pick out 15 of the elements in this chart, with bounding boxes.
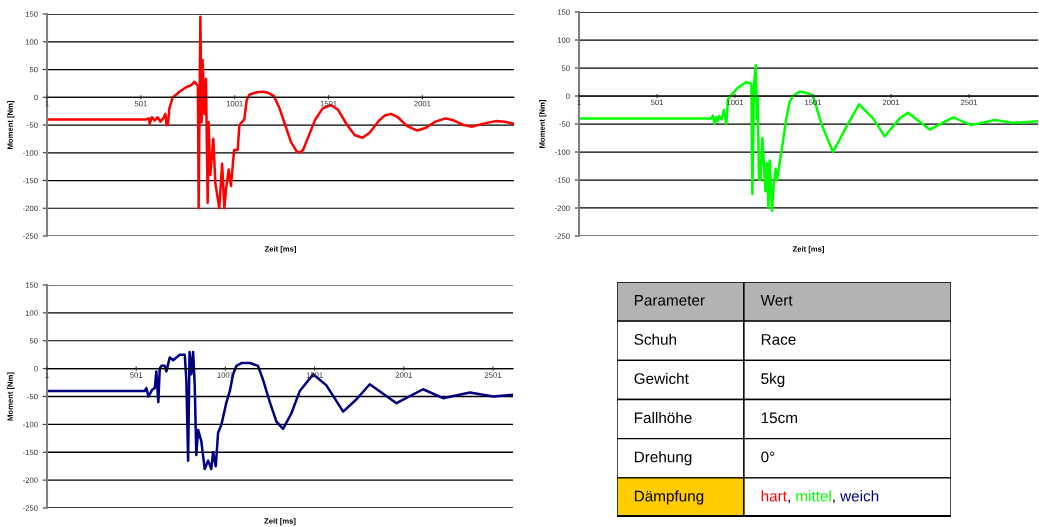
line-series [47, 350, 513, 471]
line-series [47, 15, 514, 210]
category-label: Dämpfung [634, 490, 704, 505]
category-label: Drehung [634, 451, 692, 466]
category-label: Parameter [634, 295, 705, 306]
category-label: Fallhöhe [634, 411, 692, 424]
text: Race [761, 334, 796, 345]
category-label: Wert [760, 295, 793, 306]
text: hart, mittel, weich [761, 490, 879, 504]
category-label: Gewicht [634, 372, 689, 385]
text: 5kg [761, 372, 785, 388]
category-label: Schuh [634, 333, 677, 345]
text: 15cm [761, 412, 797, 424]
line-series [579, 63, 1038, 213]
text: 0° [761, 451, 775, 463]
